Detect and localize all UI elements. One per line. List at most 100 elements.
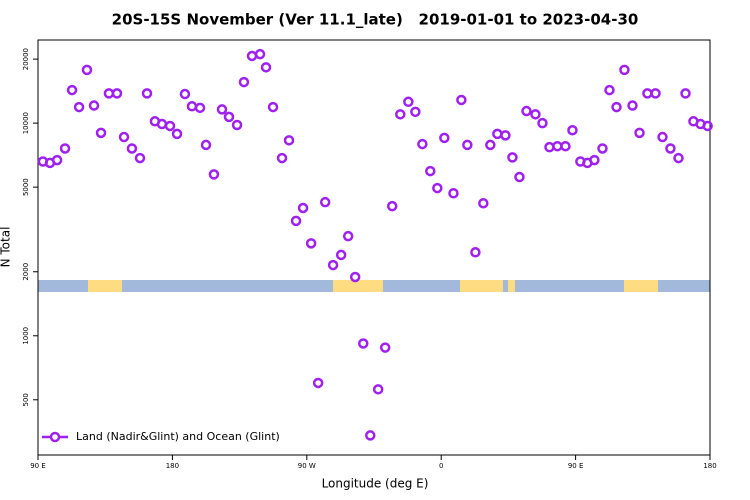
data-point (611, 101, 622, 113)
data-point (200, 139, 212, 151)
data-point (231, 119, 243, 131)
data-point (425, 165, 436, 177)
data-point (223, 111, 235, 123)
data-point (379, 342, 391, 353)
data-point (319, 196, 331, 208)
land-band (333, 280, 383, 292)
data-point (254, 48, 266, 60)
data-point (403, 96, 414, 108)
data-point (552, 140, 563, 152)
data-point (410, 106, 421, 118)
data-point (194, 102, 206, 114)
data-point (141, 88, 153, 99)
data-point (462, 139, 473, 151)
x-tick-label: 180 (166, 462, 179, 470)
x-tick-label: 90 E (30, 462, 46, 470)
data-point (126, 143, 138, 154)
data-point (118, 131, 130, 143)
data-point (507, 152, 518, 163)
data-point (312, 377, 324, 389)
data-point (514, 171, 525, 183)
data-point (395, 109, 406, 120)
land-band (88, 280, 122, 292)
data-point (267, 101, 279, 113)
data-point (665, 143, 676, 154)
legend-marker (49, 431, 61, 443)
x-tick-label: 90 W (298, 462, 316, 470)
data-point (290, 215, 302, 227)
data-point (372, 384, 384, 395)
data-point (478, 197, 489, 209)
data-point (238, 76, 250, 88)
data-point (530, 109, 541, 120)
y-tick-label: 10000 (22, 112, 30, 134)
data-point (95, 127, 107, 139)
data-point (439, 132, 450, 144)
land-band (460, 280, 503, 292)
data-point (500, 130, 511, 141)
data-point (171, 128, 183, 140)
data-point (81, 64, 93, 76)
data-point (342, 230, 354, 242)
data-point (283, 135, 295, 146)
data-point (134, 152, 146, 164)
data-point (103, 88, 115, 99)
data-point (521, 105, 532, 117)
data-point (88, 100, 100, 111)
data-point (634, 127, 645, 139)
chart-title: 20S-15S November (Ver 11.1_late) 2019-01… (112, 11, 639, 29)
data-point (66, 84, 78, 96)
data-point (386, 200, 398, 212)
data-point (297, 202, 309, 214)
data-point (417, 138, 428, 150)
data-point (448, 188, 459, 199)
data-point (673, 152, 684, 164)
data-point (657, 131, 668, 143)
data-point (59, 143, 71, 154)
data-point (456, 94, 467, 106)
y-tick-label: 2000 (22, 263, 30, 281)
data-point (619, 64, 630, 76)
data-point (589, 154, 600, 166)
data-point (470, 247, 481, 258)
data-point (485, 139, 496, 151)
y-tick-label: 1000 (22, 327, 30, 345)
x-tick-label: 90 E (568, 462, 584, 470)
data-point (567, 124, 578, 136)
data-point (492, 128, 503, 140)
data-point (51, 154, 63, 166)
data-point (156, 118, 168, 130)
legend-label: Land (Nadir&Glint) and Ocean (Glint) (76, 430, 280, 443)
data-point (680, 88, 691, 99)
land-band (508, 280, 515, 292)
data-point (349, 271, 361, 283)
data-point (260, 62, 272, 73)
data-point (246, 50, 258, 62)
y-axis-label: N Total (0, 227, 13, 268)
land-ocean-strip (38, 280, 710, 292)
data-point (357, 338, 369, 349)
y-tick-label: 5000 (22, 178, 30, 196)
data-point (208, 169, 220, 180)
data-point (604, 84, 615, 96)
data-point (365, 430, 376, 441)
data-point (164, 120, 176, 132)
x-tick-label: 0 (439, 462, 443, 470)
data-point (179, 88, 191, 100)
data-point (335, 249, 347, 261)
data-point (597, 143, 608, 154)
x-axis-label: Longitude (deg E) (322, 477, 429, 491)
data-point (642, 88, 653, 99)
data-point (560, 140, 571, 152)
data-point (650, 88, 661, 99)
data-point (537, 117, 548, 129)
data-point (111, 88, 123, 99)
plot-frame (37, 39, 711, 456)
data-point (186, 101, 198, 112)
data-point (702, 120, 713, 132)
y-tick-label: 500 (22, 393, 30, 406)
data-point (216, 104, 228, 115)
land-band (624, 280, 658, 292)
data-point (305, 238, 317, 249)
